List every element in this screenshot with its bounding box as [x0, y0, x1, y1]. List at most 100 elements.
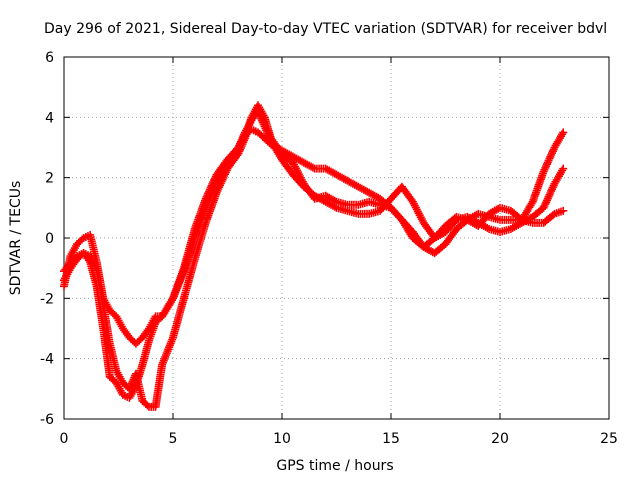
marker-run [139, 326, 152, 340]
y-tick-label: 0 [45, 231, 54, 247]
marker-run [121, 391, 132, 401]
marker-run [120, 380, 132, 392]
marker-run [120, 326, 133, 340]
marker-run [61, 259, 74, 274]
marker-run [75, 250, 86, 260]
marker-run [551, 130, 567, 150]
marker-run [169, 296, 188, 340]
y-tick-label: -6 [40, 412, 54, 428]
x-tick-label: 5 [169, 431, 178, 447]
marker-run [323, 198, 339, 211]
series-2 [60, 107, 568, 402]
marker-run [367, 189, 383, 202]
marker-run [139, 338, 153, 367]
marker-run [180, 257, 199, 301]
marker-run [191, 220, 210, 262]
marker-run [107, 374, 119, 386]
marker-run [442, 226, 460, 247]
marker-run [191, 205, 209, 241]
y-tick-label: 6 [45, 50, 54, 66]
y-axis-ticks: -6 -4 -2 0 2 4 6 [40, 50, 609, 428]
marker-run [151, 362, 166, 409]
marker-run [213, 166, 231, 195]
marker-run [323, 192, 339, 205]
marker-run [140, 398, 152, 410]
marker-run [202, 190, 220, 225]
marker-run [99, 302, 114, 346]
marker-run [409, 199, 427, 225]
marker-run [552, 207, 565, 218]
marker-run [279, 157, 296, 177]
marker-run [388, 205, 405, 223]
marker-run [169, 269, 188, 301]
marker-run [345, 177, 361, 190]
marker-run [93, 266, 107, 307]
marker-run [432, 223, 449, 241]
marker-run [99, 326, 114, 379]
marker-run [81, 250, 92, 260]
y-axis-label: SDTVAR / TECUs [8, 181, 24, 296]
x-tick-label: 20 [491, 431, 509, 447]
data-point [539, 167, 548, 176]
marker-run [126, 383, 139, 400]
marker-run [133, 335, 145, 347]
marker-run [202, 178, 220, 210]
marker-run [107, 307, 119, 319]
data-point [559, 128, 568, 137]
marker-run [61, 266, 74, 283]
marker-run [530, 205, 546, 220]
data-point [559, 164, 568, 173]
marker-run [81, 232, 92, 241]
y-tick-label: -4 [40, 352, 54, 368]
data-point [559, 206, 568, 215]
marker-run [235, 136, 249, 156]
marker-run [127, 335, 139, 347]
marker-run [74, 235, 86, 247]
marker-run [551, 166, 567, 186]
marker-run [323, 165, 339, 178]
x-tick-label: 10 [273, 431, 291, 447]
marker-run [356, 183, 372, 196]
marker-run [180, 236, 199, 274]
marker-run [255, 103, 268, 120]
marker-run [132, 371, 146, 403]
marker-run [508, 219, 524, 232]
marker-run [106, 341, 120, 373]
marker-run [529, 169, 547, 204]
marker-run [540, 181, 558, 210]
marker-run [518, 199, 536, 223]
marker-run [113, 314, 126, 331]
marker-run [255, 129, 267, 141]
marker-run [399, 184, 416, 205]
marker-run [540, 145, 558, 174]
x-tick-label: 25 [600, 431, 618, 447]
marker-run [86, 233, 101, 264]
y-tick-label: 2 [45, 171, 54, 187]
marker-run [68, 253, 80, 265]
marker-run [541, 211, 557, 226]
marker-run [290, 153, 306, 166]
marker-run [113, 368, 126, 385]
y-tick-label: -2 [40, 291, 54, 307]
data-point [539, 203, 548, 212]
marker-run [301, 181, 318, 202]
marker-run [153, 313, 165, 325]
marker-run [268, 136, 285, 156]
marker-run [158, 335, 177, 367]
x-axis-ticks: 0 5 10 15 20 25 [60, 57, 618, 447]
marker-run [279, 150, 296, 166]
x-tick-label: 0 [60, 431, 69, 447]
marker-run [421, 235, 437, 250]
marker-run [249, 126, 260, 136]
marker-run [87, 254, 100, 271]
marker-run [241, 115, 255, 141]
marker-run [153, 312, 164, 321]
marker-run [475, 211, 492, 229]
x-tick-label: 15 [382, 431, 400, 447]
marker-run [224, 151, 242, 171]
marker-run [147, 402, 158, 411]
marker-run [432, 241, 448, 256]
marker-run [399, 217, 416, 241]
series-1 [60, 125, 568, 348]
